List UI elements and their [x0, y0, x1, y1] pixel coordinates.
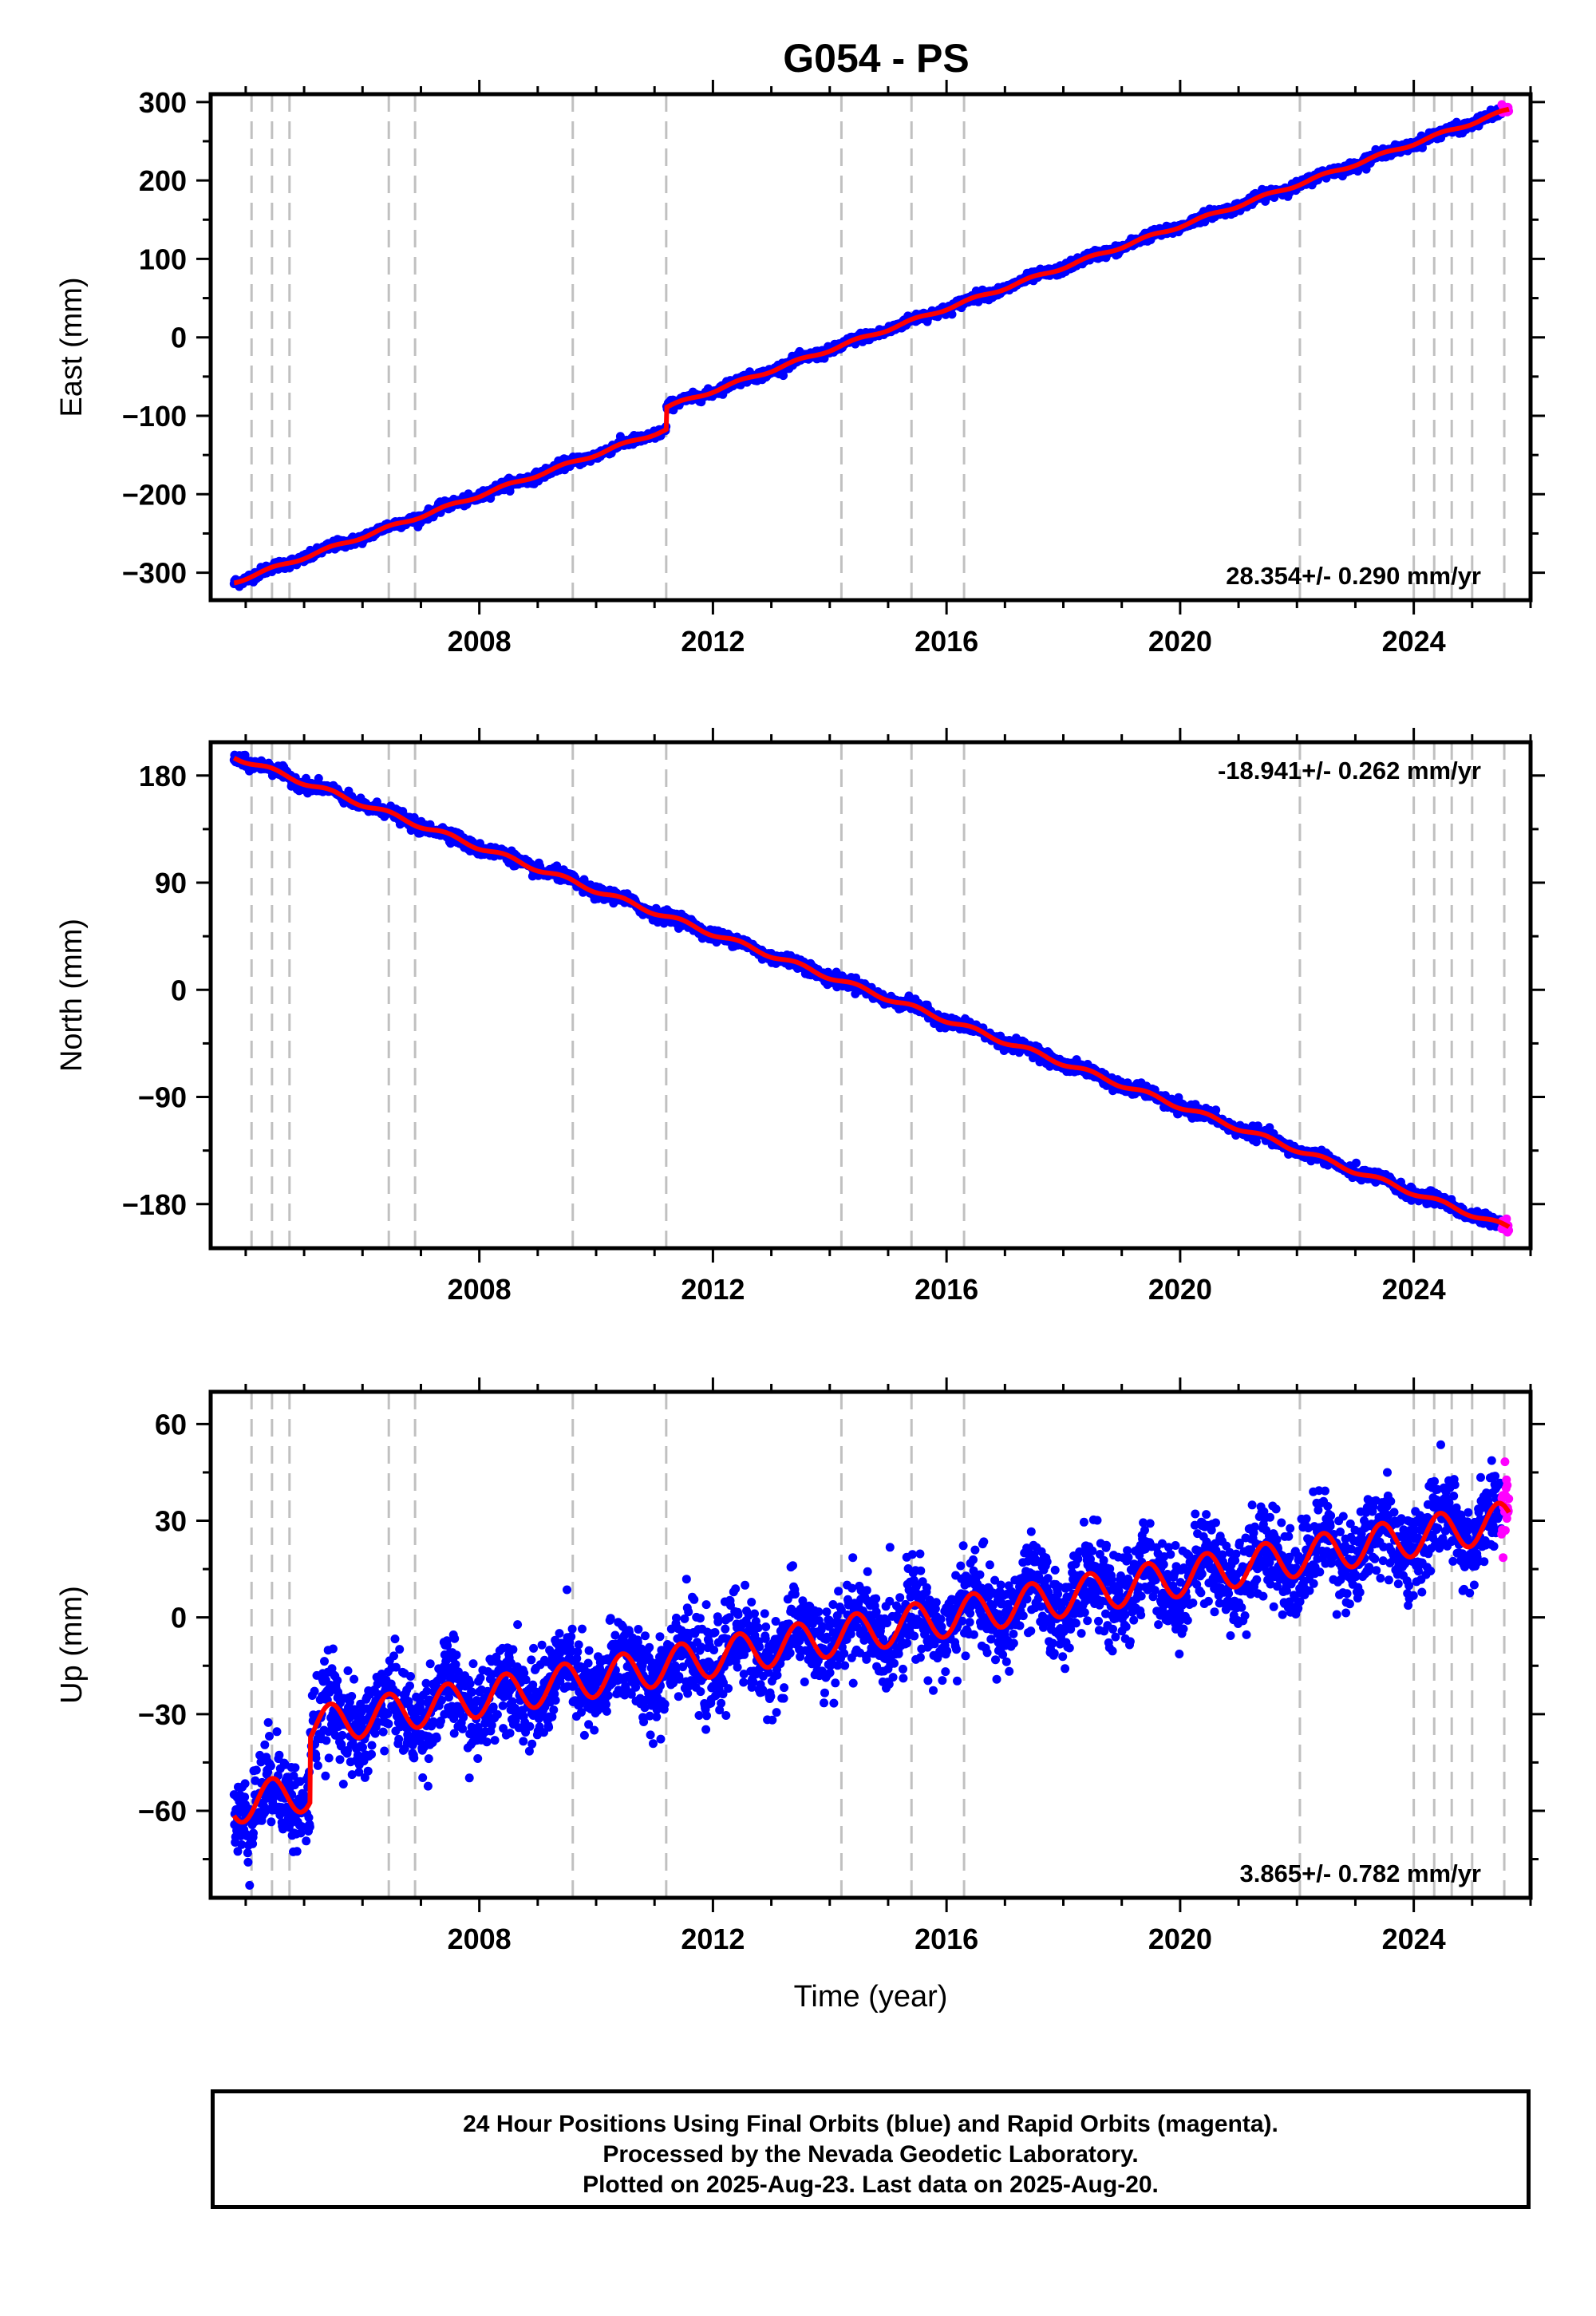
x-tick-label: 2016	[915, 625, 978, 658]
final-point	[947, 310, 957, 319]
y-tick-label: 200	[139, 164, 187, 197]
x-tick-label: 2008	[448, 625, 512, 658]
final-point	[779, 371, 788, 381]
final-point	[1352, 1158, 1361, 1168]
final-point	[1211, 1105, 1221, 1115]
x-tick-label: 2020	[1148, 625, 1212, 658]
y-tick-label: 100	[139, 243, 187, 275]
y-axis-title: East (mm)	[55, 277, 89, 417]
y-tick-label: −100	[122, 400, 187, 433]
y-tick-label: 0	[171, 322, 187, 354]
panel-east: 2008 2012 2016 2020 2024 −300 −200 −100 0 100 200 3…	[55, 80, 1545, 658]
y-tick-label: 300	[139, 86, 187, 119]
x-tick-label: 2012	[681, 625, 745, 658]
y-tick-label: −200	[122, 478, 187, 511]
rate-label: 28.354+/- 0.290 mm/yr	[1226, 562, 1481, 590]
page-title: G054 - PS	[783, 36, 970, 81]
y-tick-label: −300	[122, 557, 187, 590]
model-fit-line	[232, 756, 1511, 1229]
x-tick-label: 2024	[1382, 625, 1446, 658]
